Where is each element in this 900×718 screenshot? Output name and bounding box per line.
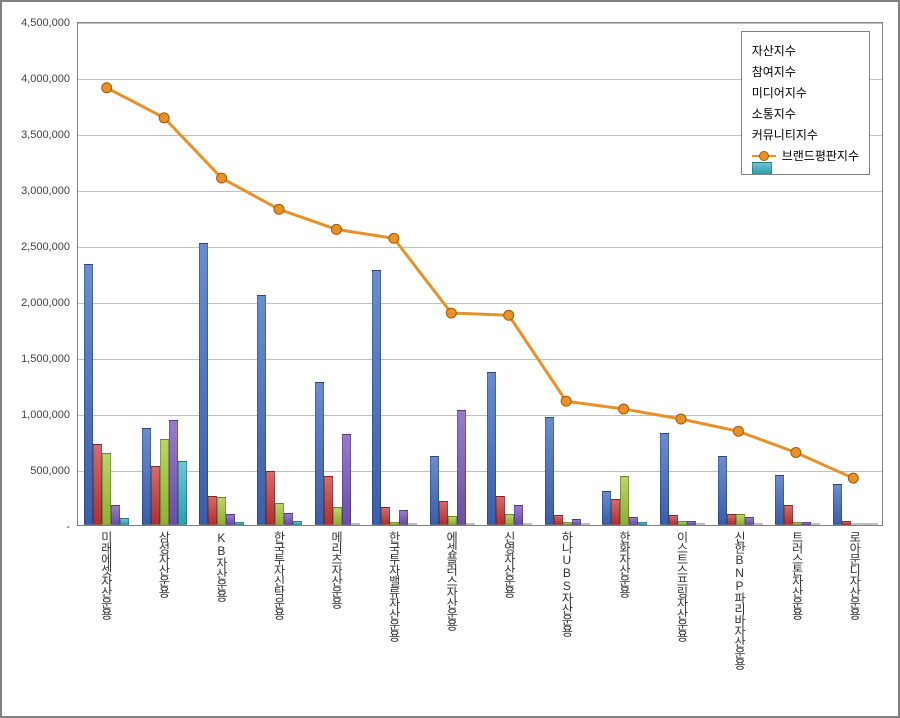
brand-index-marker — [159, 113, 169, 123]
legend-item: 참여지수 — [752, 61, 859, 82]
legend-label: 커뮤니티지수 — [752, 126, 818, 143]
brand-index-marker — [102, 83, 112, 93]
x-category-label: 트러스톤자산운용 — [789, 525, 806, 619]
y-tick-label: 4,000,000 — [8, 73, 70, 85]
legend-label: 브랜드평판지수 — [782, 147, 859, 164]
y-tick-label: 3,500,000 — [8, 129, 70, 141]
y-tick-label: 2,500,000 — [8, 241, 70, 253]
x-category-label: 미래에셋자산운용 — [98, 525, 115, 619]
brand-index-marker — [676, 414, 686, 424]
brand-index-marker — [504, 310, 514, 320]
legend-label: 자산지수 — [752, 42, 796, 59]
brand-index-marker — [848, 473, 858, 483]
legend-item: 커뮤니티지수 — [752, 124, 859, 145]
y-tick-label: 2,000,000 — [8, 297, 70, 309]
x-category-label: 에셋플러스자산운용 — [444, 525, 461, 630]
y-tick-label: 500,000 — [8, 465, 70, 477]
legend-line-swatch — [752, 150, 776, 162]
legend-label: 소통지수 — [752, 105, 796, 122]
brand-index-marker — [561, 396, 571, 406]
x-category-label: 신한BNP파리바자산운용 — [732, 525, 749, 669]
x-category-label: 하나UBS자산운용 — [559, 525, 576, 636]
brand-index-marker — [619, 404, 629, 414]
x-category-label: 로아문디자산운용 — [847, 525, 864, 619]
brand-index-marker — [274, 204, 284, 214]
brand-index-marker — [217, 173, 227, 183]
x-category-label: 이스트스프링자산운용 — [674, 525, 691, 641]
brand-index-marker — [791, 448, 801, 458]
y-tick-label: 1,000,000 — [8, 409, 70, 421]
y-tick-label: 3,000,000 — [8, 185, 70, 197]
legend-item: 미디어지수 — [752, 82, 859, 103]
x-category-label: 한화자산운용 — [616, 525, 633, 597]
chart-container: - 500,000 1,000,000 1,500,000 2,000,000 2,500… — [0, 0, 900, 718]
brand-index-marker — [389, 233, 399, 243]
brand-index-marker — [446, 308, 456, 318]
x-category-label: 한국투자밸류자산운용 — [386, 525, 403, 641]
x-category-label: 삼성자산운용 — [156, 525, 173, 597]
y-tick-label: 1,500,000 — [8, 353, 70, 365]
plot-area: -500,0001,000,0001,500,0002,000,0002,500… — [77, 22, 883, 526]
y-tick-label: - — [8, 521, 70, 533]
brand-index-marker — [733, 426, 743, 436]
x-category-label: 한국투자신탁운용 — [271, 525, 288, 619]
y-tick-label: 4,500,000 — [8, 17, 70, 29]
x-category-label: 신영자산운용 — [501, 525, 518, 597]
x-category-label: KB자산운용 — [213, 525, 230, 601]
legend-label: 미디어지수 — [752, 84, 807, 101]
legend-item: 소통지수 — [752, 103, 859, 124]
brand-index-marker — [331, 224, 341, 234]
legend-swatch — [752, 162, 772, 174]
legend-label: 참여지수 — [752, 63, 796, 80]
legend-item: 자산지수 — [752, 40, 859, 61]
legend: 자산지수참여지수미디어지수소통지수커뮤니티지수브랜드평판지수 — [741, 31, 870, 175]
x-category-label: 메리츠자산운용 — [329, 525, 346, 608]
